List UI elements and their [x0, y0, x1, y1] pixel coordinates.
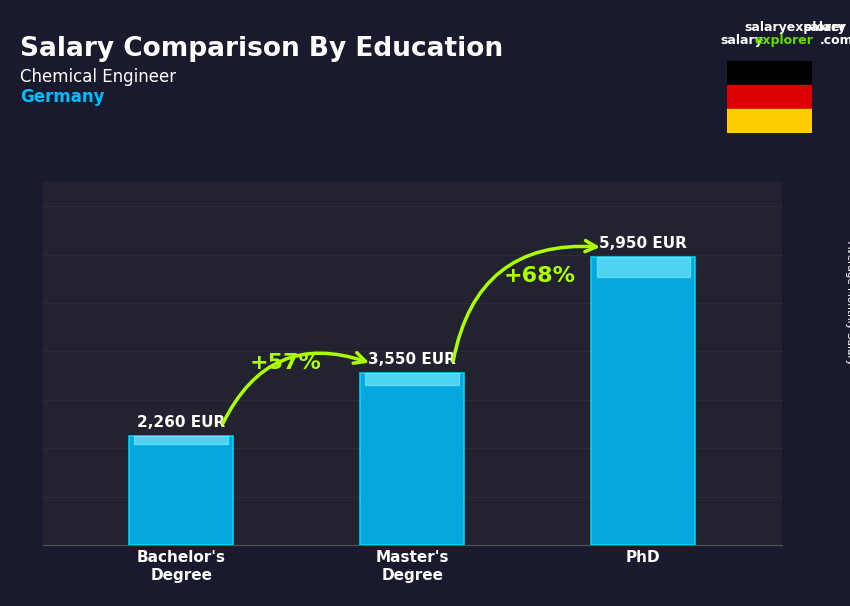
Text: explorer: explorer [755, 34, 813, 47]
Bar [597, 257, 690, 277]
Text: Salary Comparison By Education: Salary Comparison By Education [20, 36, 503, 62]
Text: .com: .com [820, 34, 850, 47]
Text: 3,550 EUR: 3,550 EUR [368, 352, 456, 367]
Bar [134, 436, 228, 444]
Text: 5,950 EUR: 5,950 EUR [599, 236, 688, 251]
Bar [592, 257, 695, 545]
Text: Average Monthly Salary: Average Monthly Salary [845, 241, 850, 365]
Text: +68%: +68% [503, 266, 575, 287]
Bar [360, 373, 464, 545]
Text: Germany: Germany [20, 88, 105, 106]
Bar [727, 85, 812, 109]
Bar [366, 373, 459, 385]
Text: Chemical Engineer: Chemical Engineer [20, 68, 176, 86]
Bar [129, 436, 233, 545]
Text: salary: salary [803, 21, 846, 34]
Text: salary: salary [720, 34, 762, 47]
Text: 2,260 EUR: 2,260 EUR [137, 415, 225, 430]
Text: +57%: +57% [249, 353, 321, 373]
Bar [727, 109, 812, 133]
Text: salaryexplorer: salaryexplorer [744, 21, 846, 34]
Bar [727, 61, 812, 85]
